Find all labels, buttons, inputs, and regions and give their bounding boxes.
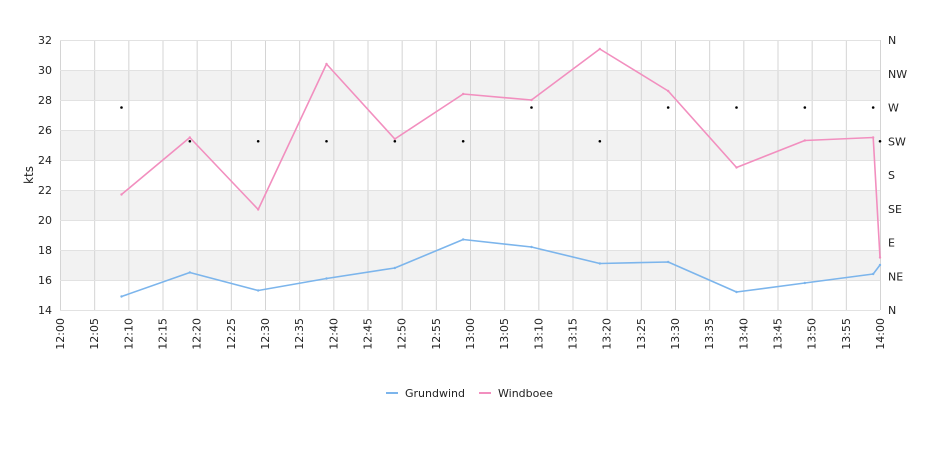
x-tick-label: 12:55 bbox=[430, 318, 443, 350]
y-tick-label: 20 bbox=[38, 214, 52, 227]
x-tick-label: 13:30 bbox=[669, 318, 682, 350]
x-tick-label: 13:50 bbox=[806, 318, 819, 350]
data-point-grundwind bbox=[393, 266, 397, 270]
x-tick-label: 13:15 bbox=[567, 318, 580, 350]
data-point-windboee bbox=[256, 208, 260, 211]
wind-direction-marker bbox=[393, 139, 397, 143]
wind-direction-marker bbox=[530, 106, 533, 109]
x-tick-label: 14:00 bbox=[874, 318, 887, 350]
data-point-grundwind bbox=[878, 263, 882, 267]
y-tick-label: 14 bbox=[38, 304, 52, 317]
y-tick-label: 30 bbox=[38, 64, 52, 77]
data-point-grundwind bbox=[803, 281, 807, 285]
data-point-grundwind bbox=[188, 271, 192, 274]
data-point-windboee bbox=[735, 166, 738, 169]
y-tick-label: 32 bbox=[38, 34, 52, 47]
x-tick-label: 13:05 bbox=[498, 318, 511, 350]
data-point-windboee bbox=[871, 136, 875, 139]
x-tick-label: 13:35 bbox=[703, 318, 716, 350]
wind-direction-marker bbox=[735, 106, 738, 109]
right-axis-tick-label: N bbox=[888, 34, 896, 47]
data-point-windboee bbox=[803, 139, 807, 142]
y-tick-label: 22 bbox=[38, 184, 52, 197]
x-tick-label: 12:00 bbox=[54, 318, 67, 350]
x-tick-label: 12:15 bbox=[157, 318, 170, 350]
x-tick-label: 13:00 bbox=[464, 318, 477, 350]
right-axis-tick-label: SW bbox=[888, 135, 906, 148]
y-tick-label: 24 bbox=[38, 154, 52, 167]
x-tick-label: 13:10 bbox=[532, 318, 545, 350]
data-point-grundwind bbox=[735, 290, 738, 294]
data-point-grundwind bbox=[530, 245, 533, 249]
wind-direction-marker bbox=[120, 106, 123, 109]
wind-direction-marker bbox=[878, 139, 882, 143]
x-tick-label: 12:45 bbox=[362, 318, 375, 350]
y-tick-label: 28 bbox=[38, 94, 52, 107]
x-tick-label: 12:20 bbox=[191, 318, 204, 350]
right-axis-tick-label: NW bbox=[888, 68, 907, 81]
data-point-grundwind bbox=[256, 289, 260, 292]
x-tick-label: 12:30 bbox=[259, 318, 272, 350]
x-tick-label: 12:40 bbox=[327, 318, 340, 350]
wind-direction-marker bbox=[803, 106, 807, 109]
right-axis-tick-label: N bbox=[888, 304, 896, 317]
right-axis-tick-label: E bbox=[888, 237, 895, 250]
wind-direction-marker bbox=[461, 139, 465, 143]
y-tick-label: 18 bbox=[38, 244, 52, 257]
wind-direction-marker bbox=[598, 139, 602, 143]
data-point-grundwind bbox=[598, 262, 602, 265]
data-point-grundwind bbox=[120, 295, 123, 298]
data-point-grundwind bbox=[325, 277, 328, 280]
data-point-windboee bbox=[325, 62, 328, 66]
wind-direction-marker bbox=[666, 106, 670, 109]
x-tick-label: 12:50 bbox=[396, 318, 409, 350]
data-point-windboee bbox=[393, 137, 397, 141]
right-axis-tick-label: SE bbox=[888, 203, 902, 216]
x-tick-label: 13:55 bbox=[840, 318, 853, 350]
right-axis-tick-label: NE bbox=[888, 270, 903, 283]
x-tick-label: 13:40 bbox=[737, 318, 750, 350]
y-tick-label: 16 bbox=[38, 274, 52, 287]
data-point-windboee bbox=[120, 193, 123, 196]
data-point-grundwind bbox=[666, 260, 670, 264]
x-tick-label: 12:10 bbox=[122, 318, 135, 350]
data-point-grundwind bbox=[871, 272, 875, 276]
legend-label-grundwind: Grundwind bbox=[405, 387, 465, 400]
data-point-windboee bbox=[530, 98, 533, 102]
data-point-grundwind bbox=[461, 238, 465, 241]
right-axis-tick-label: S bbox=[888, 169, 895, 182]
data-point-windboee bbox=[598, 47, 602, 51]
legend-label-windboee: Windboee bbox=[498, 387, 553, 400]
y-tick-label: 26 bbox=[38, 124, 52, 137]
x-tick-label: 12:25 bbox=[225, 318, 238, 350]
x-tick-label: 12:35 bbox=[293, 318, 306, 350]
wind-direction-marker bbox=[871, 106, 875, 109]
data-point-windboee bbox=[666, 89, 670, 93]
y-axis-title: kts bbox=[22, 166, 36, 184]
wind-direction-marker bbox=[325, 139, 328, 143]
wind-direction-marker bbox=[256, 139, 260, 143]
x-tick-label: 13:25 bbox=[635, 318, 648, 350]
x-tick-label: 13:20 bbox=[601, 318, 614, 350]
x-tick-label: 13:45 bbox=[772, 318, 785, 350]
x-tick-label: 12:05 bbox=[88, 318, 101, 350]
data-point-windboee bbox=[878, 256, 882, 259]
right-axis-tick-label: W bbox=[888, 102, 899, 115]
data-point-windboee bbox=[188, 136, 192, 139]
wind-direction-marker bbox=[188, 139, 192, 143]
data-point-windboee bbox=[461, 92, 465, 96]
